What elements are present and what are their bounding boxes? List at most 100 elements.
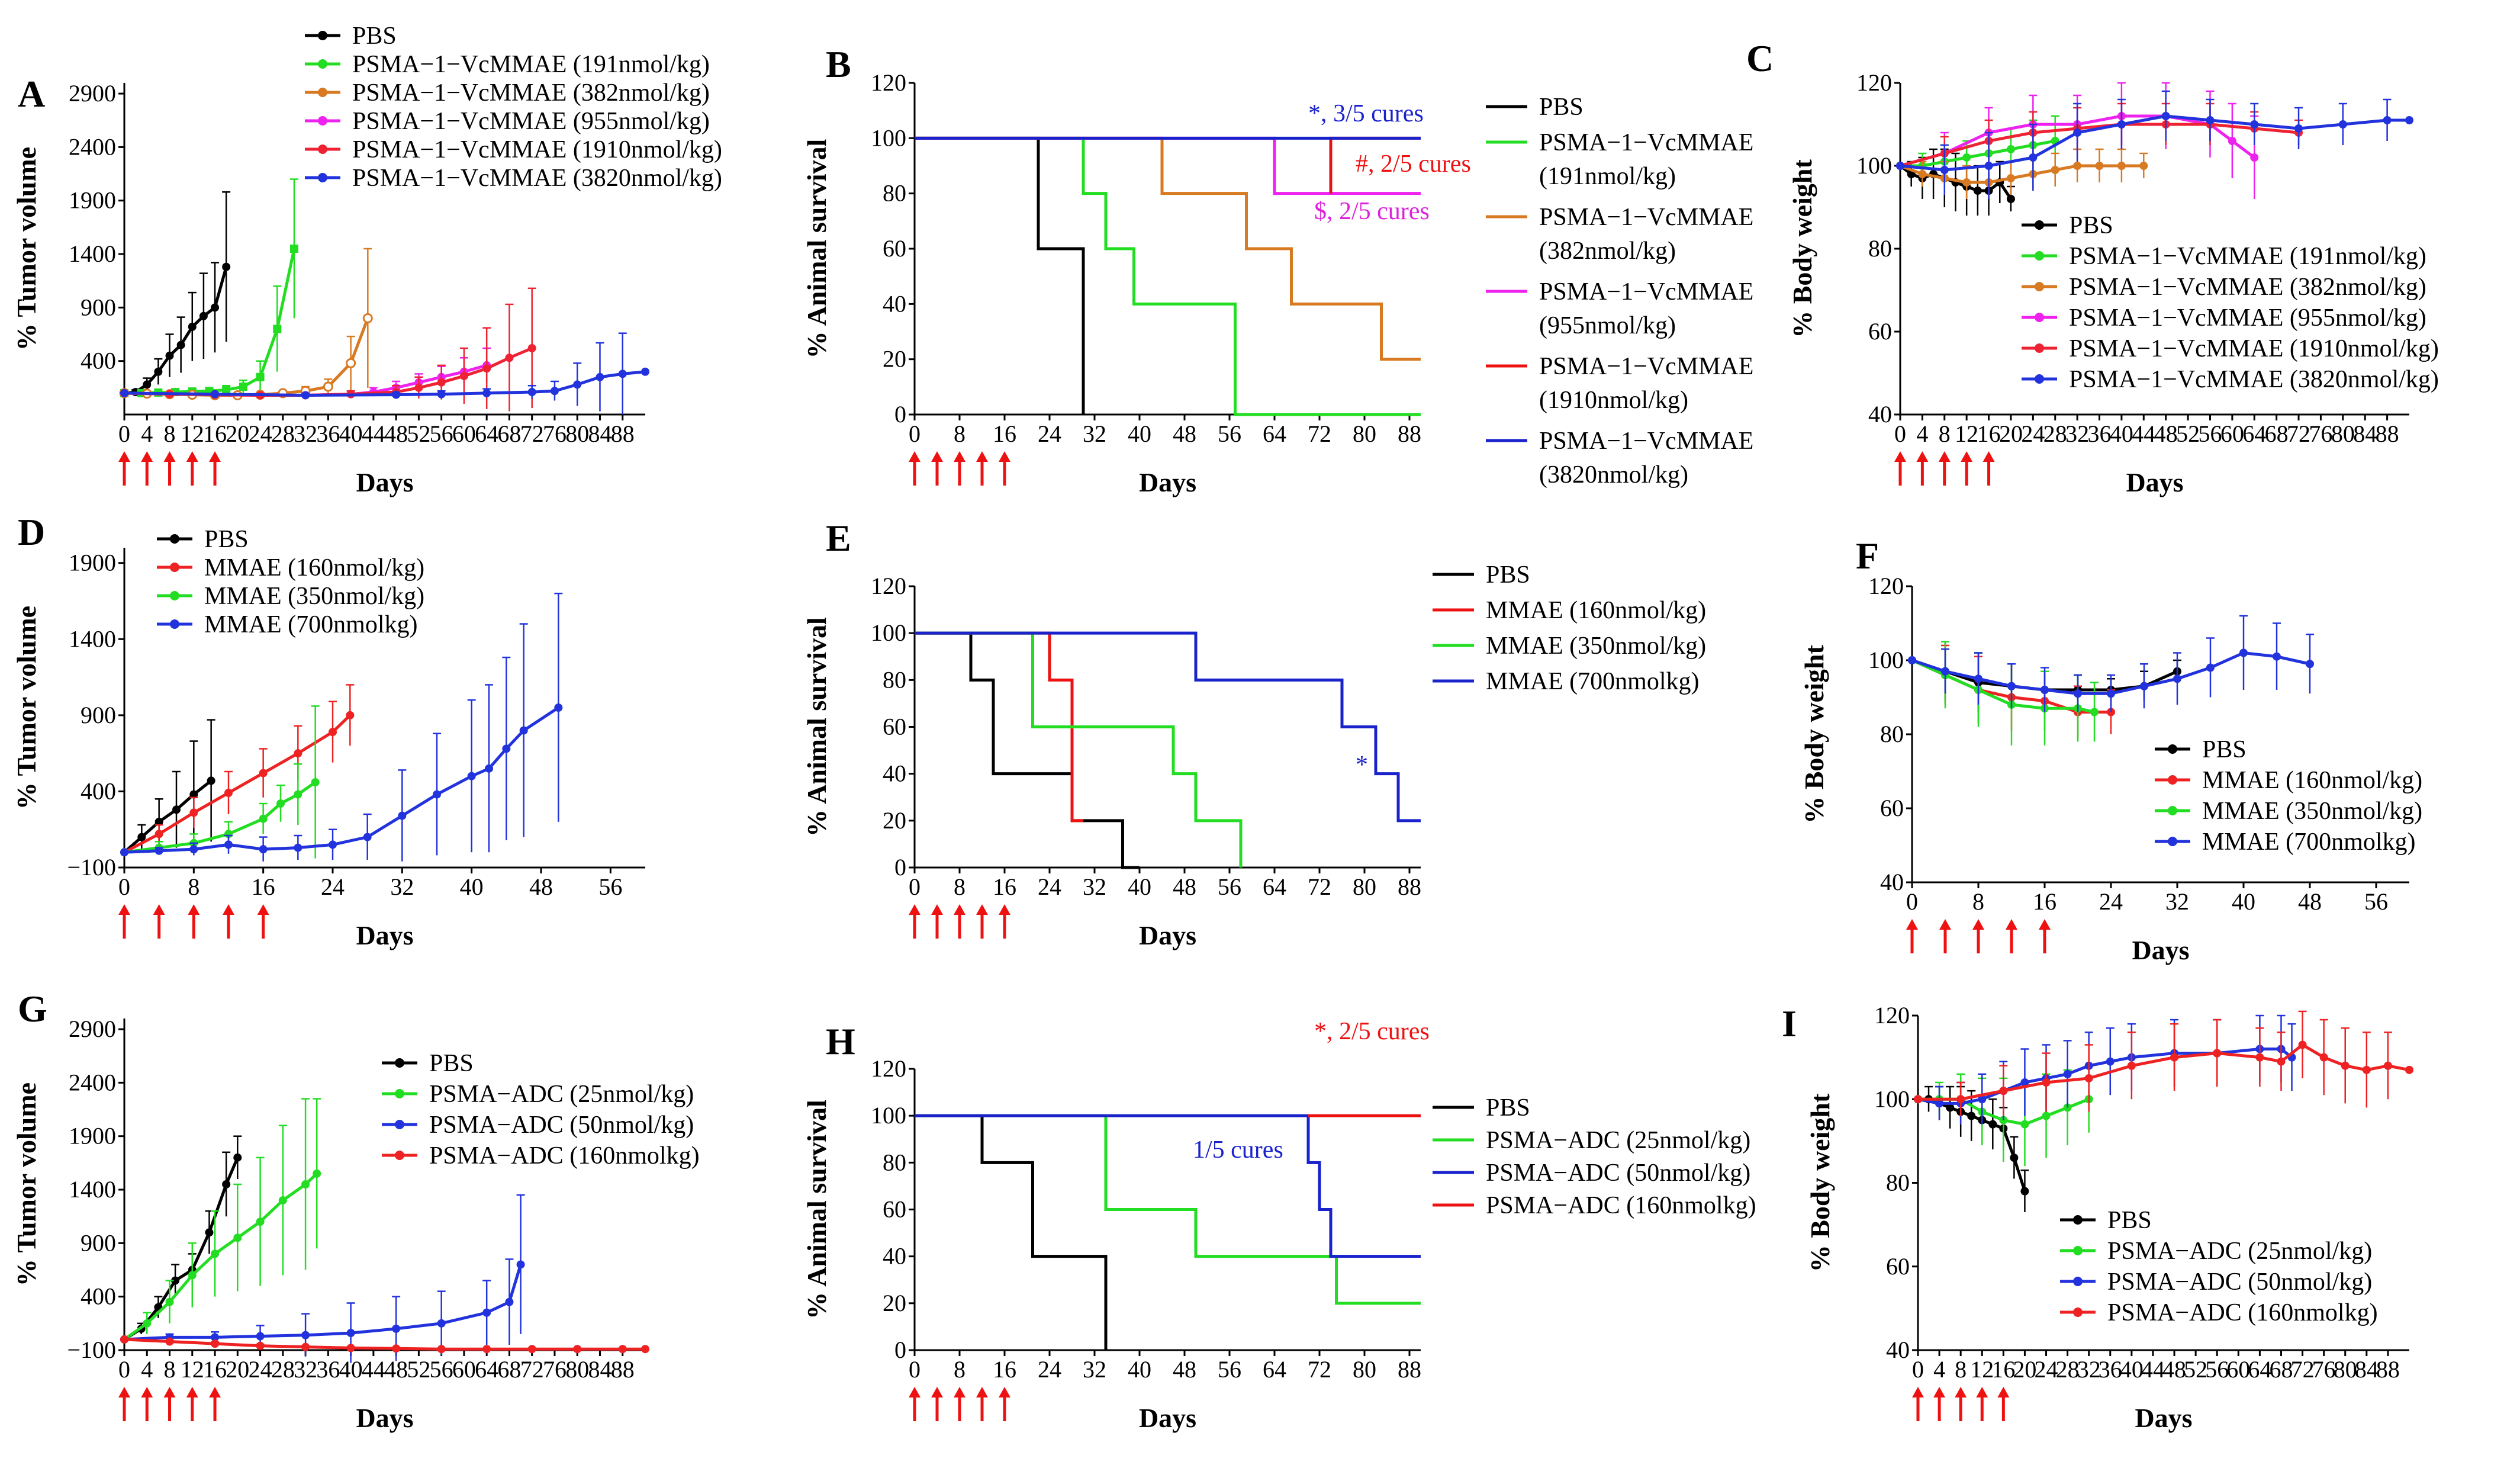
x-tick-label: 88: [611, 1356, 635, 1383]
panel-letter: A: [18, 73, 45, 115]
x-tick-label: 68: [497, 420, 521, 447]
y-tick-label: 40: [883, 290, 906, 317]
legend-marker: [318, 144, 327, 154]
series-line: [124, 1338, 645, 1351]
legend-marker: [318, 59, 327, 69]
series-0: [915, 631, 1140, 869]
dosing-arrowhead: [186, 1387, 198, 1397]
x-tick-label: 84: [2353, 420, 2377, 447]
panel-letter: H: [826, 1020, 855, 1062]
x-tick-label: 8: [1972, 888, 1984, 915]
data-point: [172, 805, 181, 814]
legend-entry: PBS: [1539, 94, 1584, 121]
data-point: [596, 372, 604, 381]
x-tick-label: 28: [2056, 1356, 2080, 1383]
legend-entry: PSMA−1−VcMMAE (191nmol/kg): [2069, 243, 2426, 270]
x-tick-label: 76: [2309, 420, 2332, 447]
y-tick-label: 900: [81, 702, 116, 728]
x-tick-label: 44: [2141, 1356, 2165, 1383]
y-tick-label: 120: [1868, 573, 1904, 599]
x-tick-label: 52: [407, 1356, 430, 1383]
legend-marker: [170, 619, 179, 629]
y-tick-label: 400: [81, 1283, 116, 1310]
x-tick-label: 12: [1955, 420, 1978, 447]
annotation: 1/5 cures: [1193, 1136, 1283, 1164]
x-tick-label: 8: [164, 1356, 176, 1383]
x-tick-label: 48: [384, 420, 408, 447]
legend-entry: PSMA−1−VcMMAE (955nmol/kg): [352, 108, 710, 135]
data-point: [224, 789, 233, 797]
x-tick-label: 32: [1083, 873, 1106, 900]
legend-entry: MMAE (350nmol/kg): [1486, 632, 1706, 660]
y-tick-label: 60: [883, 714, 906, 740]
x-tick-label: 40: [339, 420, 363, 447]
panel-f: F 40 60 80 100 120 0 8 16 24 32 40 48 56 Days % Body we…: [1799, 535, 2422, 965]
x-tick-label: 72: [2287, 420, 2310, 447]
x-tick-label: 40: [2120, 1356, 2144, 1383]
data-point: [120, 1335, 128, 1344]
x-tick-label: 0: [118, 1356, 130, 1383]
data-point: [2383, 116, 2392, 124]
data-point: [2029, 153, 2038, 162]
x-tick-label: 0: [1912, 1356, 1924, 1383]
x-tick-label: 24: [1038, 420, 1061, 447]
series-line: [1900, 114, 2255, 168]
x-tick-label: 88: [2376, 420, 2399, 447]
legend: PBS PSMA−ADC (25nmol/kg) PSMA−ADC (50nmol/…: [2060, 1207, 2378, 1326]
dosing-arrowhead: [1906, 919, 1918, 930]
legend-marker: [2073, 1277, 2083, 1286]
legend-entry: PSMA−1−VcMMAE: [1539, 353, 1753, 380]
data-point: [433, 790, 441, 799]
data-point: [437, 378, 446, 387]
data-point: [1988, 1120, 1997, 1129]
data-point: [414, 383, 423, 392]
series-3: [915, 631, 1421, 823]
y-axis-label: % Tumor volume: [11, 1082, 41, 1286]
x-tick-label: 48: [1173, 420, 1196, 447]
data-point: [211, 303, 220, 312]
data-point: [2170, 1053, 2179, 1062]
y-tick-label: 60: [1880, 795, 1904, 821]
x-tick-label: 32: [1083, 1356, 1106, 1383]
data-point: [2006, 195, 2015, 203]
x-tick-label: 0: [118, 420, 130, 447]
x-tick-label: 24: [2099, 888, 2123, 915]
data-point: [188, 1271, 197, 1280]
x-tick-label: 56: [1218, 1356, 1241, 1383]
y-axis-label: % Animal survival: [802, 617, 832, 837]
legend-entry: (382nmol/kg): [1539, 237, 1676, 265]
data-point: [2090, 708, 2099, 717]
dosing-arrowhead: [954, 451, 965, 462]
legend-marker: [2168, 744, 2177, 754]
data-point: [2139, 162, 2148, 170]
y-axis-label: % Body weight: [1805, 1093, 1835, 1272]
x-tick-label: 44: [362, 1356, 385, 1383]
dosing-arrowhead: [999, 1387, 1010, 1397]
x-tick-label: 16: [252, 873, 275, 900]
panel-letter: F: [1856, 535, 1879, 577]
legend-entry: PSMA−1−VcMMAE (382nmol/kg): [352, 79, 710, 107]
x-tick-label: 16: [993, 1356, 1016, 1383]
series-line: [124, 780, 317, 854]
legend-marker: [318, 31, 327, 40]
dosing-arrowhead: [931, 451, 943, 462]
x-tick-label: 80: [1353, 1356, 1376, 1383]
dosing-arrowhead: [223, 904, 234, 915]
y-tick-label: 80: [883, 666, 906, 693]
x-tick-label: 56: [1218, 420, 1241, 447]
series-line: [124, 266, 228, 395]
dosing-arrowhead: [118, 451, 130, 462]
data-point: [2298, 1040, 2307, 1049]
x-tick-label: 72: [2291, 1356, 2315, 1383]
data-point: [165, 1337, 174, 1346]
series-line: [1917, 1048, 2293, 1105]
data-point: [301, 1342, 310, 1351]
legend-entry: PSMA−1−VcMMAE (1910nmol/kg): [352, 136, 722, 163]
x-tick-label: 60: [452, 1356, 476, 1383]
y-tick-label: 400: [81, 348, 116, 374]
y-tick-label: 60: [883, 1196, 906, 1223]
data-point: [641, 1345, 649, 1354]
x-tick-label: 88: [1398, 420, 1421, 447]
legend-marker: [2168, 806, 2177, 815]
